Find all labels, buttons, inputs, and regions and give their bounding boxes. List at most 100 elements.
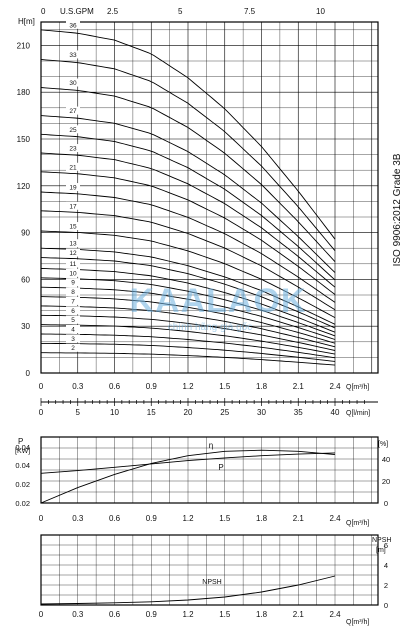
head-label-bg bbox=[66, 315, 80, 324]
power-x-tick: 2.4 bbox=[329, 514, 341, 523]
head-curve-17 bbox=[40, 210, 336, 311]
head-curve-label-19: 19 bbox=[69, 185, 77, 192]
head-label-bg bbox=[66, 162, 80, 171]
head-curve-label-21: 21 bbox=[69, 164, 77, 171]
npsh-x-tick: 1.2 bbox=[182, 610, 194, 619]
power-x-tick: 1.5 bbox=[219, 514, 231, 523]
head-frame bbox=[40, 21, 379, 374]
head-label-bg bbox=[66, 259, 80, 268]
head-curve-25 bbox=[40, 133, 336, 281]
watermark: KAALAOK chính hãng giá gốc bbox=[130, 282, 307, 333]
head-y-tick: 210 bbox=[17, 41, 31, 50]
head-curve-2 bbox=[41, 352, 336, 366]
head-curve-36 bbox=[40, 29, 336, 240]
lmin-label: Q[l/min] bbox=[346, 410, 370, 417]
head-curve-13 bbox=[40, 247, 336, 325]
npsh-curve bbox=[40, 575, 336, 605]
head-curve-label-7: 7 bbox=[71, 298, 75, 305]
npsh-x-tick: 1.8 bbox=[256, 610, 268, 619]
head-curve-5 bbox=[40, 324, 336, 355]
head-label-bg bbox=[66, 343, 80, 352]
power-x-tick: 2.1 bbox=[293, 514, 305, 523]
power-x-tick: 0 bbox=[39, 514, 44, 523]
npsh-ticks: 0 2 4 6 0 0.3 0.6 0.9 1.2 1.5 1.8 2.1 2.4 bbox=[39, 541, 388, 619]
lmin-axis: 0 5 10 15 20 25 30 35 40 bbox=[39, 398, 378, 417]
head-curve-label-10: 10 bbox=[69, 270, 77, 277]
head-y-tick: 120 bbox=[17, 182, 31, 191]
head-curve-label-3: 3 bbox=[71, 336, 75, 343]
head-label-bg bbox=[66, 222, 80, 231]
npsh-y-tick: 2 bbox=[384, 581, 388, 590]
head-y-tick: 0 bbox=[26, 369, 31, 378]
head-curve-label-25: 25 bbox=[69, 127, 77, 134]
usgpm-tick-0: 0 bbox=[41, 7, 46, 16]
head-y-label: H[m] bbox=[18, 17, 35, 26]
head-label-bg bbox=[66, 201, 80, 210]
head-curve-label-17: 17 bbox=[69, 203, 77, 210]
power-x-tick: 1.2 bbox=[182, 514, 194, 523]
head-curve-label-30: 30 bbox=[69, 80, 77, 87]
npsh-x-tick: 0 bbox=[39, 610, 44, 619]
npsh-y-unit: [m] bbox=[376, 547, 386, 554]
power-right-label: [%] bbox=[378, 441, 388, 448]
head-curve-label-15: 15 bbox=[69, 224, 77, 231]
lmin-tick-label: 15 bbox=[147, 408, 156, 417]
head-curve-label-33: 33 bbox=[69, 52, 77, 59]
lmin-tick-label: 25 bbox=[220, 408, 229, 417]
head-curves bbox=[40, 29, 336, 366]
power-right-tick: 0 bbox=[384, 499, 388, 508]
head-label-bg bbox=[66, 50, 80, 59]
npsh-y-label: NPSH bbox=[372, 537, 391, 544]
head-label-bg bbox=[66, 248, 80, 257]
power-curve-p bbox=[40, 452, 336, 474]
head-curve-label-8: 8 bbox=[71, 289, 75, 296]
head-label-bg bbox=[66, 78, 80, 87]
watermark-title: KAALAOK bbox=[130, 282, 307, 320]
power-x-tick: 0.9 bbox=[146, 514, 158, 523]
head-curve-label-2: 2 bbox=[71, 345, 75, 352]
head-label-bg bbox=[66, 325, 80, 333]
npsh-y-tick: 0 bbox=[384, 601, 388, 610]
head-curve-19 bbox=[40, 191, 336, 303]
head-x-tick: 0.3 bbox=[72, 382, 84, 391]
head-curve-7 bbox=[40, 305, 336, 348]
power-chart-grid bbox=[40, 436, 379, 504]
lmin-tick-label: 40 bbox=[331, 408, 340, 417]
head-x-tick: 2.1 bbox=[293, 382, 305, 391]
head-label-bg bbox=[66, 268, 80, 277]
head-x-ticks: 0 0.3 0.6 0.9 1.2 1.5 1.8 2.1 2.4 bbox=[39, 382, 341, 391]
usgpm-tick-4: 10 bbox=[316, 7, 325, 16]
power-x-tick: 1.8 bbox=[256, 514, 268, 523]
npsh-x-tick: 1.5 bbox=[219, 610, 231, 619]
lmin-tick-label: 30 bbox=[257, 408, 266, 417]
head-label-bg bbox=[66, 278, 80, 287]
head-curve-label-6: 6 bbox=[71, 308, 75, 315]
npsh-x-tick: 0.9 bbox=[146, 610, 158, 619]
power-right-tick: 40 bbox=[382, 455, 390, 464]
head-x-tick: 2.4 bbox=[329, 382, 341, 391]
lmin-tick-label: 20 bbox=[184, 408, 193, 417]
head-label-bg bbox=[66, 334, 80, 343]
head-curve-4 bbox=[40, 333, 336, 359]
head-y-tick: 60 bbox=[21, 275, 30, 284]
usgpm-tick-1: 2.5 bbox=[107, 7, 119, 16]
iso-note: ISO 9906:2012 Grade 3B bbox=[392, 153, 403, 266]
head-y-tick: 90 bbox=[21, 229, 30, 238]
head-y-tick: 30 bbox=[21, 322, 30, 331]
head-curve-8 bbox=[40, 296, 336, 344]
head-label-bg bbox=[66, 125, 80, 134]
power-curve-eta bbox=[40, 449, 336, 504]
head-x-label: Q[m³/h] bbox=[346, 384, 369, 391]
power-left-tick: 0.04 bbox=[15, 461, 30, 470]
eta-curve-label: η bbox=[209, 441, 213, 450]
head-label-bg bbox=[66, 306, 80, 315]
head-curve-30 bbox=[40, 87, 336, 263]
head-curve-label-13: 13 bbox=[69, 241, 77, 248]
head-curve-10 bbox=[40, 277, 336, 337]
power-left-tick: 0.02 bbox=[15, 499, 30, 508]
power-x-label: Q[m³/h] bbox=[346, 520, 369, 527]
watermark-subtitle: chính hãng giá gốc bbox=[168, 321, 253, 333]
npsh-x-tick: 2.4 bbox=[329, 610, 341, 619]
usgpm-tick-3: 7.5 bbox=[244, 7, 256, 16]
power-left-tick: 0.02 bbox=[15, 480, 30, 489]
